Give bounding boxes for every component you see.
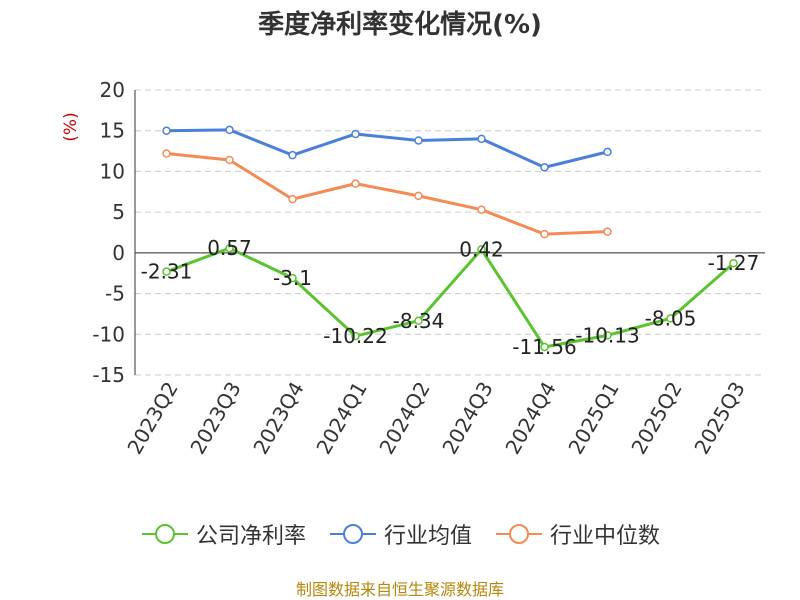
grid-layer <box>135 89 765 376</box>
data-point <box>288 150 297 160</box>
y-tick-label: 15 <box>100 119 125 143</box>
data-point <box>666 314 675 323</box>
data-label-layer: -2.31 0.57 -3.1 -10.22-8.34 0.42 -11.56-10.13… <box>141 236 760 359</box>
data-point <box>414 191 423 201</box>
data-point <box>477 205 486 214</box>
data-label: -11.56 <box>512 335 576 359</box>
legend-swatch-icon <box>496 524 542 544</box>
legend-item[interactable]: 公司净利率 <box>140 518 306 550</box>
data-point <box>162 126 171 135</box>
y-tick-label: -5 <box>105 282 125 306</box>
data-point <box>603 227 612 236</box>
chart-title: 季度净利率变化情况(%) <box>258 10 542 40</box>
x-tick-label: 2024Q2 <box>374 378 434 459</box>
data-point <box>414 136 423 145</box>
data-label: -3.1 <box>273 266 312 290</box>
legend-label: 行业均值 <box>383 524 472 549</box>
data-point <box>225 155 234 165</box>
data-point <box>288 194 297 204</box>
data-point <box>540 229 549 239</box>
data-label: -10.22 <box>323 324 387 348</box>
series-layer <box>162 125 738 352</box>
data-point <box>477 134 486 144</box>
series-line <box>166 128 608 169</box>
data-point <box>540 163 549 172</box>
data-point <box>477 245 486 254</box>
data-label: -10.13 <box>575 323 639 347</box>
data-point <box>351 179 360 188</box>
data-label: 0.42 <box>459 237 504 261</box>
data-label: -1.27 <box>708 251 760 275</box>
data-point <box>162 267 171 276</box>
x-tick-label: 2023Q3 <box>185 378 245 459</box>
x-tick-label: 2025Q1 <box>563 378 623 459</box>
data-label: -8.05 <box>645 306 697 330</box>
y-axis-label: (%) <box>61 112 81 141</box>
y-tick-label: 10 <box>100 159 125 183</box>
y-tick-label: -15 <box>92 363 125 387</box>
data-point <box>351 129 360 139</box>
legend-marker <box>342 524 363 544</box>
data-point <box>603 147 612 157</box>
source-note: 制图数据来自恒生聚源数据库 <box>295 580 504 599</box>
x-tick-label: 2024Q3 <box>437 378 497 459</box>
data-label: 0.57 <box>207 236 252 260</box>
legend-swatch-icon <box>141 524 188 544</box>
x-tick-label: 2024Q4 <box>500 378 560 459</box>
data-label: -2.31 <box>141 260 193 284</box>
data-point <box>162 149 171 158</box>
legend-marker <box>154 524 175 544</box>
x-tick-label: 2023Q2 <box>122 378 182 459</box>
legend-label: 公司净利率 <box>195 524 306 549</box>
legend-swatch-icon <box>329 524 376 544</box>
data-point <box>729 258 738 268</box>
data-label: -8.34 <box>393 309 445 333</box>
y-tick-label: 0 <box>112 241 125 265</box>
x-tick-label: 2023Q4 <box>248 378 308 459</box>
data-point <box>540 342 549 352</box>
data-point <box>351 331 360 341</box>
data-point <box>288 273 297 283</box>
legend: 公司净利率 行业均值 行业中位数 <box>0 518 800 550</box>
y-tick-label: -10 <box>92 322 125 346</box>
legend-item[interactable]: 行业中位数 <box>494 518 660 550</box>
legend-item[interactable]: 行业均值 <box>328 518 472 550</box>
y-tick-label: 20 <box>100 78 125 102</box>
x-tick-label: 2024Q1 <box>311 378 371 459</box>
x-tick-label: 2025Q2 <box>626 378 686 459</box>
legend-label: 行业中位数 <box>550 524 661 549</box>
data-point <box>603 331 612 340</box>
data-point <box>225 243 234 253</box>
series-line <box>165 246 735 349</box>
legend-marker <box>509 524 529 544</box>
x-tick-label: 2025Q3 <box>689 378 749 459</box>
data-point <box>225 125 234 135</box>
data-point <box>414 316 423 326</box>
series-line <box>166 152 608 236</box>
y-tick-label: 5 <box>112 200 125 224</box>
